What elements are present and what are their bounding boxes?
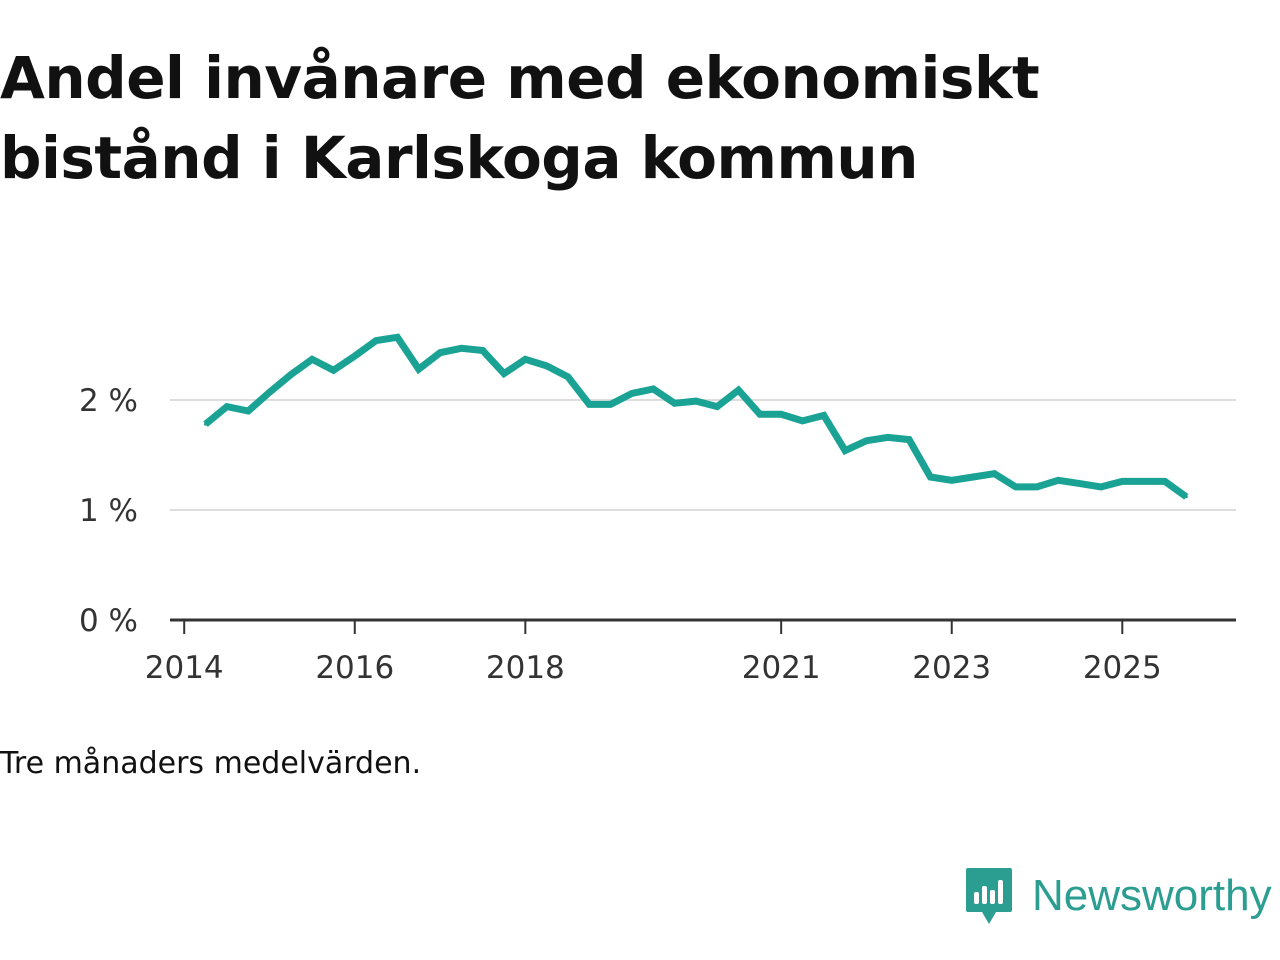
- x-tick-label: 2016: [315, 650, 394, 686]
- series-line: [203, 333, 1189, 500]
- data-point: [907, 438, 911, 442]
- chart-note: Tre månaders medelvärden.: [0, 746, 422, 781]
- data-point: [758, 412, 762, 416]
- data-point: [801, 419, 804, 423]
- data-point: [1078, 482, 1082, 486]
- y-tick-label: 1 %: [79, 493, 138, 529]
- data-point: [1163, 479, 1167, 483]
- page-title: Andel invånare med ekonomiskt bistånd i …: [0, 44, 1040, 192]
- data-point: [609, 402, 613, 406]
- data-point: [843, 449, 847, 453]
- data-point: [1014, 485, 1018, 489]
- data-point: [1099, 485, 1103, 489]
- data-point: [737, 388, 740, 392]
- data-point: [587, 402, 591, 406]
- x-tick-label: 2025: [1083, 650, 1162, 686]
- data-point: [992, 472, 996, 476]
- data-point: [395, 335, 399, 339]
- data-point: [1035, 485, 1039, 489]
- data-point: [566, 375, 570, 379]
- data-series: [203, 333, 1189, 500]
- data-point: [289, 373, 293, 377]
- data-point: [630, 391, 634, 395]
- data-point: [673, 401, 677, 405]
- data-point: [1120, 479, 1124, 483]
- x-tick-label: 2014: [145, 650, 224, 686]
- data-point: [950, 478, 954, 482]
- gridlines: [170, 399, 1236, 511]
- line-chart: 2014 2016 2018 2021 2023 2025 0 % 1 % 2 %: [79, 333, 1236, 686]
- data-point: [694, 399, 698, 403]
- data-point: [353, 354, 357, 358]
- data-point: [1142, 479, 1146, 483]
- data-point: [545, 364, 549, 368]
- x-tick-label: 2021: [742, 650, 821, 686]
- data-point: [481, 349, 485, 352]
- data-point: [502, 372, 506, 376]
- data-point: [268, 390, 271, 394]
- brand-logo[interactable]: Newsworthy: [964, 864, 1272, 928]
- data-point: [779, 412, 783, 416]
- y-tick-label: 0 %: [79, 603, 138, 639]
- data-point: [332, 368, 335, 372]
- data-point: [310, 357, 314, 361]
- data-point: [225, 405, 229, 409]
- data-point: [886, 435, 890, 439]
- data-point: [971, 475, 975, 479]
- data-point: [246, 409, 250, 413]
- data-point: [865, 439, 868, 443]
- data-point: [928, 475, 932, 479]
- y-tick-label: 2 %: [79, 383, 138, 419]
- data-point: [374, 339, 378, 343]
- data-point: [1184, 495, 1188, 499]
- data-point: [438, 351, 442, 355]
- y-axis-labels: 0 % 1 % 2 %: [79, 383, 138, 639]
- x-axis: 2014 2016 2018 2021 2023 2025: [145, 618, 1236, 686]
- data-point: [459, 346, 463, 350]
- x-tick-label: 2018: [486, 650, 565, 686]
- data-point: [822, 413, 826, 417]
- brand-name: Newsworthy: [1032, 871, 1272, 920]
- data-point: [417, 367, 421, 371]
- newsworthy-logo-icon: [966, 868, 1012, 924]
- data-point: [523, 357, 527, 361]
- data-point: [715, 405, 719, 409]
- data-point: [1056, 478, 1060, 482]
- data-point: [204, 422, 207, 426]
- x-tick-label: 2023: [912, 650, 991, 686]
- data-point: [651, 387, 655, 391]
